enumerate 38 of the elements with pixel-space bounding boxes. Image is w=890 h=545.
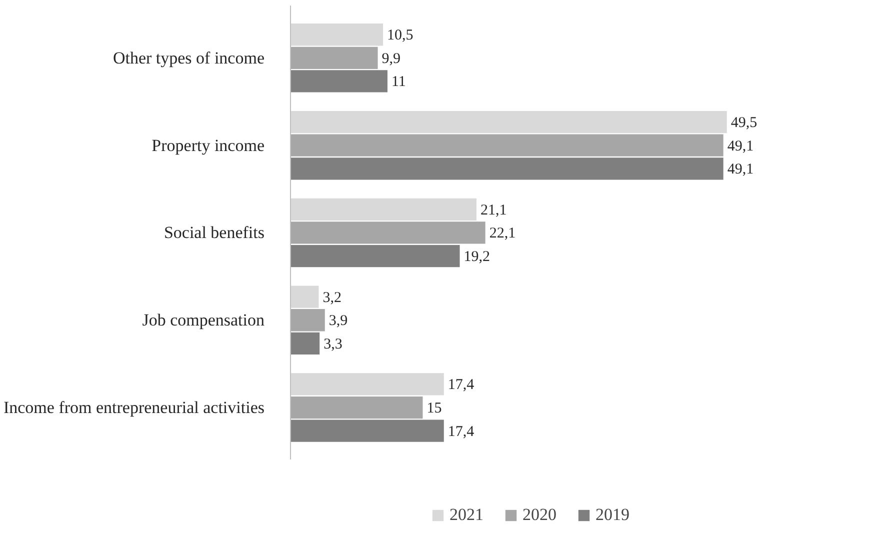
legend-label: 2020 [522, 505, 556, 525]
data-label: 9,9 [382, 50, 401, 67]
bar [290, 309, 325, 332]
bar [290, 373, 444, 396]
bar [290, 24, 384, 46]
bar [290, 110, 727, 134]
y-tick-label: Job compensation [142, 310, 265, 330]
bar [290, 244, 460, 268]
legend-label: 2019 [596, 505, 630, 525]
bar [290, 396, 423, 419]
bar [290, 70, 388, 92]
bar [290, 286, 319, 308]
data-label: 49,5 [730, 115, 758, 132]
bar [290, 158, 724, 180]
bar [290, 46, 378, 70]
y-tick-label: Social benefits [164, 223, 265, 242]
data-label: 11 [391, 74, 406, 90]
bar [290, 332, 320, 354]
y-tick-label: Other types of income [112, 48, 265, 68]
data-label: 3,9 [328, 313, 348, 330]
bar [290, 420, 444, 442]
data-label: 19,2 [464, 249, 490, 266]
bar [290, 134, 724, 156]
data-label: 10,5 [387, 28, 414, 44]
legend-label: 2021 [450, 505, 484, 525]
data-label: 21,1 [480, 202, 507, 218]
data-label: 49,1 [727, 138, 754, 154]
y-tick-label: Income from entrepreneurial activities [3, 398, 265, 418]
data-label: 15 [426, 400, 442, 417]
data-label: 49,1 [727, 162, 754, 178]
data-label: 22,1 [489, 226, 516, 242]
data-label: 3,2 [322, 290, 342, 306]
data-label: 3,3 [324, 336, 342, 352]
data-label: 17,4 [448, 424, 475, 440]
bar [290, 222, 486, 244]
bar [290, 198, 477, 220]
data-label: 17,4 [448, 377, 475, 394]
y-tick-label: Property income [152, 136, 265, 155]
